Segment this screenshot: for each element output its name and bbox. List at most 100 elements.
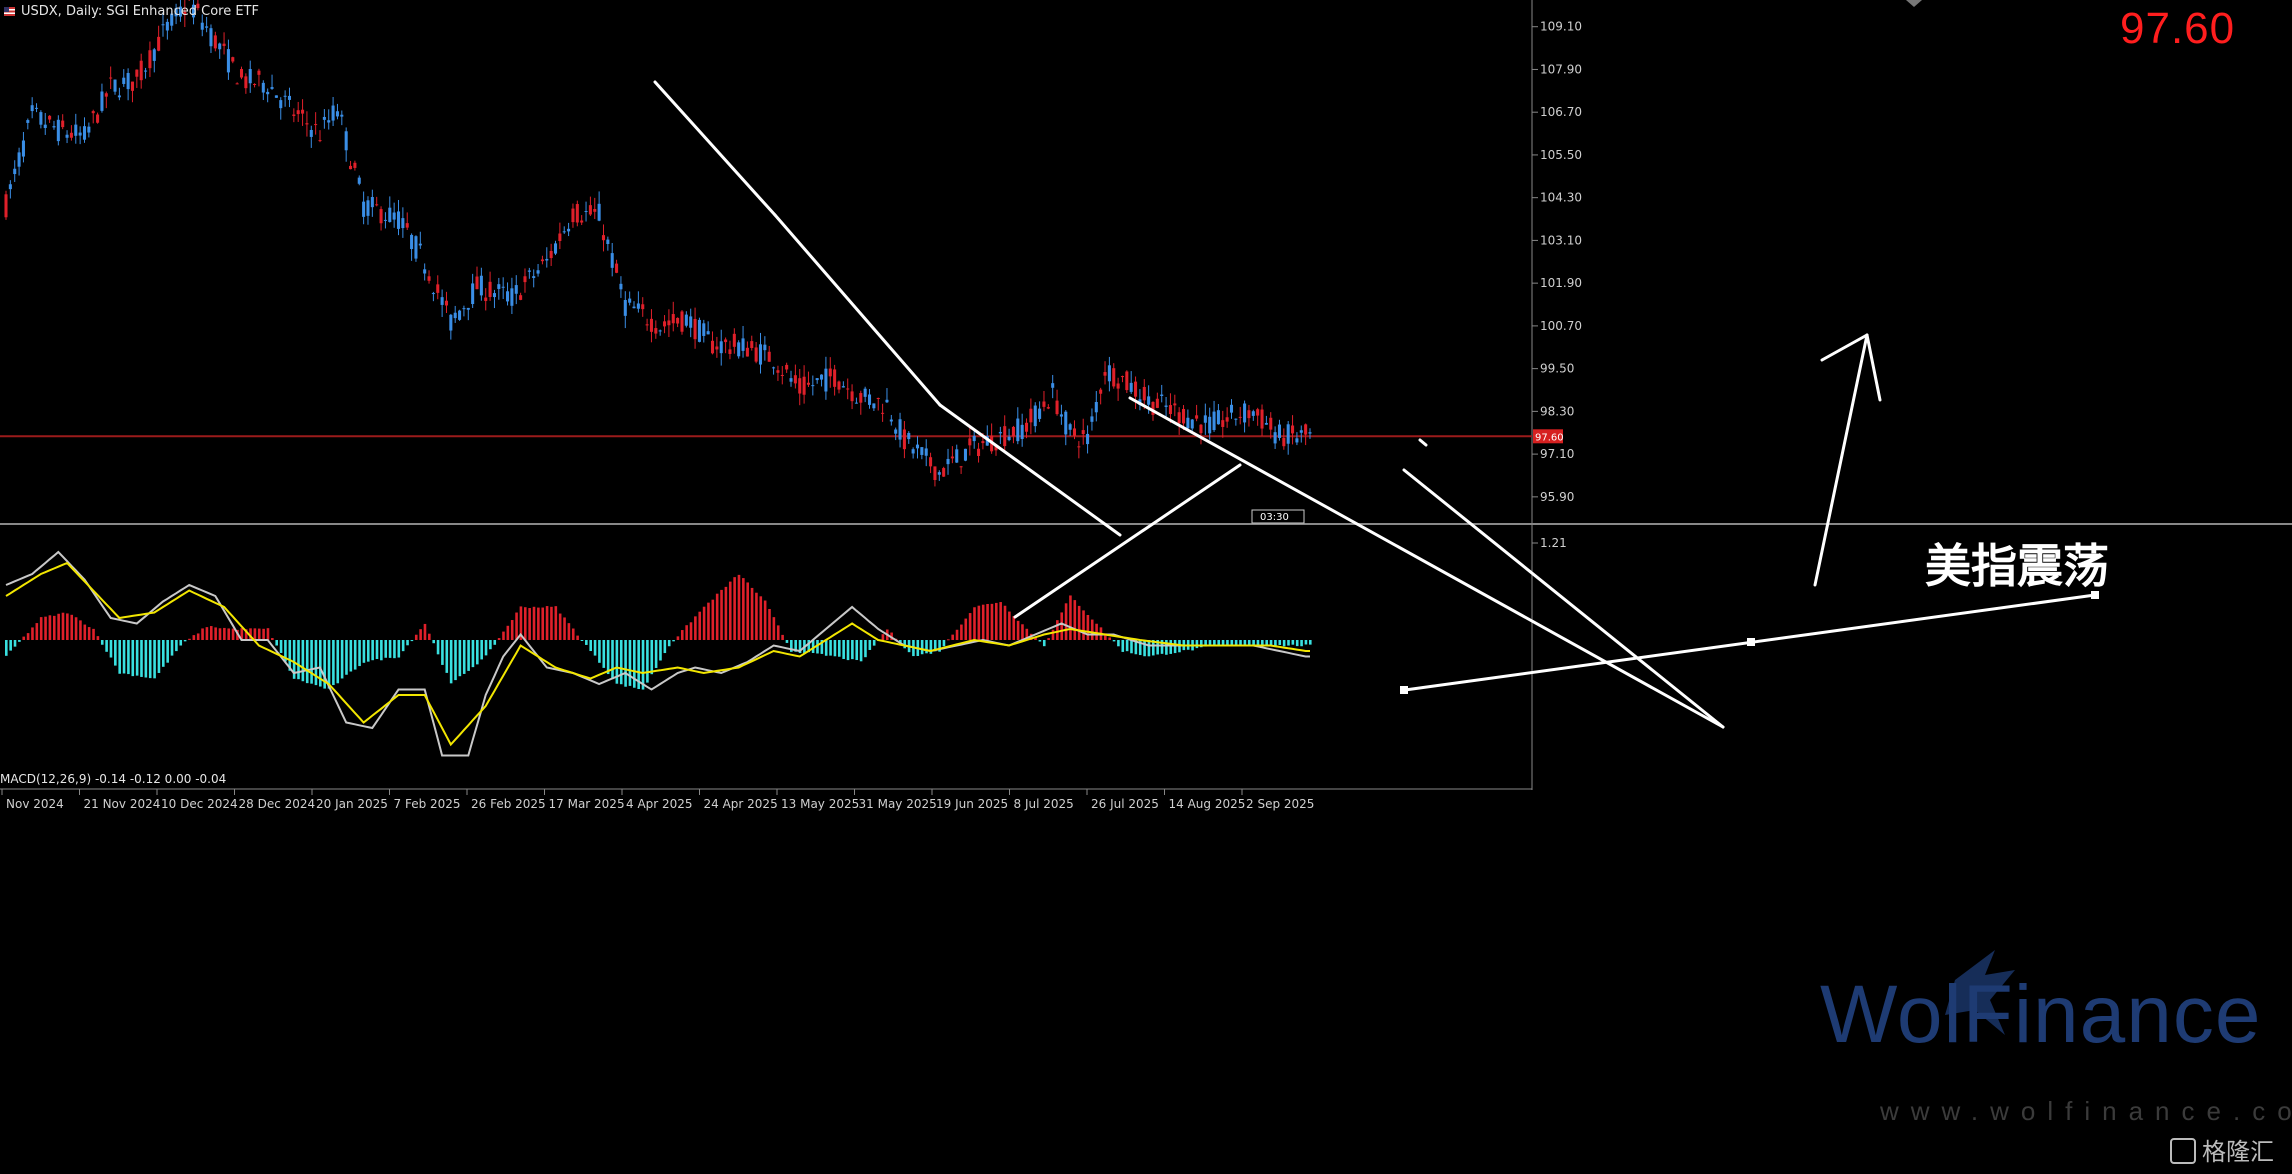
candle-body [1251,411,1255,416]
macd-histogram-bar [484,640,488,656]
macd-histogram-bar [48,615,52,640]
macd-histogram-bar [606,640,610,675]
macd-histogram-bar [240,628,244,640]
macd-histogram-bar [22,636,26,640]
macd-histogram-bar [1230,640,1234,646]
macd-histogram-bar [1265,640,1268,647]
time-tick-label: 13 May 2025 [781,797,859,811]
candle-body [209,28,213,47]
macd-histogram-bar [537,607,540,640]
macd-histogram-bar [114,640,117,666]
candle-body [937,472,941,475]
macd-histogram-bar [964,618,968,640]
price-tick-label: 99.50 [1540,362,1574,376]
macd-histogram-bar [973,607,976,640]
candle-body [331,105,335,121]
candle-body [1190,419,1194,429]
support-handle [2091,591,2099,599]
macd-histogram-bar [1287,640,1290,646]
candle-body [619,283,623,290]
macd-histogram-bar [872,640,876,646]
candle-body [741,338,745,351]
candle-body [968,438,972,446]
macd-histogram-bar [375,640,379,660]
candle-body [850,391,854,402]
candle-body [405,223,409,228]
macd-histogram-bar [428,633,431,640]
time-tick-label: 8 Jul 2025 [1014,797,1074,811]
macd-histogram-bar [955,629,959,640]
candle-body [959,466,963,468]
macd-histogram-bar [654,640,658,668]
macd-histogram-bar [1295,640,1299,647]
candle-body [924,448,928,456]
candle-body [1273,432,1277,444]
macd-histogram-bar [510,620,514,640]
candle-body [977,448,981,456]
macd-histogram-bar [406,640,409,646]
macd-histogram-bar [737,574,741,640]
candle-body [929,457,933,467]
macd-histogram-bar [1130,640,1133,654]
candle-body [366,200,370,216]
candle-body [601,235,606,241]
candle-body [658,330,662,332]
candle-body [510,288,514,306]
candle-body [562,231,566,233]
candle-body [571,208,575,223]
candle-body [606,239,610,244]
macd-histogram-bar [380,640,383,661]
candle-body [353,162,357,168]
candle-body [423,269,427,274]
candle-body [981,441,985,444]
trendline-drawings[interactable] [653,0,2099,729]
candle-body [148,50,152,69]
macd-histogram-bar [458,640,462,677]
candle-body [549,250,553,259]
candle-body [466,307,470,310]
macd-histogram-bar [214,627,217,640]
candle-body [933,466,937,481]
candle-body [876,397,880,399]
candle-body [48,115,52,120]
candle-body [444,300,449,306]
candle-body [1195,415,1199,419]
macd-histogram-bar [563,617,566,640]
macd-histogram-bar [467,640,470,671]
candle-body [322,116,326,120]
macd-histogram-bar [903,640,907,649]
candlestick-series [4,0,1312,487]
macd-histogram-bar [96,636,100,640]
price-tick-label: 107.90 [1540,62,1582,76]
candle-body [370,197,374,208]
candle-body [523,276,527,283]
candle-body [846,388,850,390]
macd-histogram-bar [859,640,863,662]
candle-body [8,184,12,190]
time-tick-label: 14 Aug 2025 [1169,797,1246,811]
macd-histogram-bar [249,628,252,640]
macd-histogram-bar [1195,640,1199,649]
symbol-line: USDX, Daily: SGI Enhanced Core ETF [21,4,259,19]
candle-body [1081,430,1085,435]
macd-histogram-bar [1073,600,1077,640]
candle-body [410,234,414,250]
time-tick-label: 10 Dec 2024 [161,797,238,811]
candle-body [863,388,867,397]
macd-histogram-bar [109,640,113,658]
candle-body [1151,401,1155,415]
candle-body [362,201,366,217]
macd-histogram-bar [301,640,305,682]
candle-body [1177,412,1181,424]
macd-histogram-bar [816,640,819,654]
up-arrow-head-right [1865,333,1882,402]
scroll-caret-icon [1906,0,1922,7]
candle-body [274,95,278,98]
candle-body [458,310,462,320]
macd-histogram-bar [1008,611,1011,640]
candle-body [113,79,117,92]
macd-histogram-bar [489,640,492,650]
macd-histogram-bar [336,640,340,684]
macd-histogram-bar [833,640,837,657]
